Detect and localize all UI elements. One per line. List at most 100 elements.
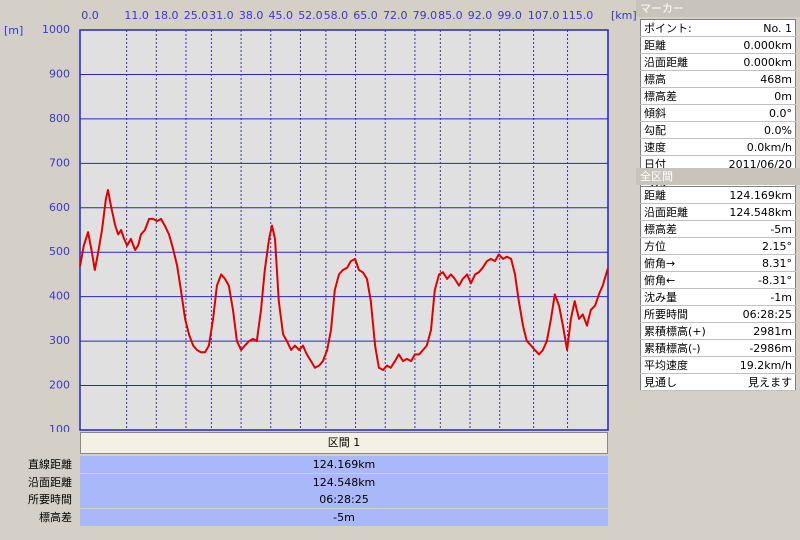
x-tick-label: 72.0 — [383, 9, 408, 22]
row-label: 累積標高(+) — [640, 322, 718, 340]
elevation-line — [79, 189, 609, 371]
x-tick-label: 45.0 — [269, 9, 294, 22]
elevation-chart: [m] [km] 100 200 300 400 500 600 700 800 900 1000… — [4, 9, 636, 432]
y-tick-label: 100 — [49, 423, 70, 432]
row-label: 累積標高(-) — [640, 339, 718, 357]
plot-area — [79, 29, 609, 431]
summary-label: 所要時間 — [28, 493, 72, 506]
x-tick-label: 11.0 — [124, 9, 149, 22]
row-value: 0.0° — [708, 104, 796, 122]
panel-row: 累積標高(-) -2986m — [640, 339, 796, 357]
x-tick-label: 58.0 — [324, 9, 349, 22]
x-tick-label: 92.0 — [468, 9, 493, 22]
row-value: 0m — [708, 87, 796, 105]
panel-row: 俯角→ 8.31° — [640, 254, 796, 272]
panel-row: 距離 124.169km — [640, 186, 796, 204]
row-label: 距離 — [640, 36, 709, 54]
panel-row: 所要時間 06:28:25 — [640, 305, 796, 323]
x-tick-label: 107.0 — [528, 9, 560, 22]
summary-value: 06:28:25 — [80, 491, 608, 508]
panel-row: 勾配 0.0% — [640, 121, 796, 139]
x-tick-label: 25.0 — [184, 9, 209, 22]
summary-row: 所要時間 06:28:25 — [0, 491, 636, 508]
panel-title: 全区間 — [636, 168, 800, 185]
summary-row: 沿面距離 124.548km — [0, 473, 636, 491]
panel-row: 距離 0.000km — [640, 36, 796, 54]
row-value: No. 1 — [708, 19, 796, 37]
row-value: 2981m — [717, 322, 796, 340]
y-tick-label: 400 — [49, 290, 70, 303]
y-tick-label: 900 — [49, 67, 70, 80]
y-tick-label: 200 — [49, 379, 70, 392]
summary-label: 直線距離 — [28, 458, 72, 471]
row-label: 沿面距離 — [640, 203, 718, 221]
panel-row: 沿面距離 124.548km — [640, 203, 796, 221]
row-value: -8.31° — [717, 271, 796, 289]
row-label: 沿面距離 — [640, 53, 709, 71]
row-label: 方位 — [640, 237, 718, 255]
x-tick-label: 79.0 — [413, 9, 438, 22]
summary-header: 区間 1 — [80, 432, 608, 454]
marker-table: ポイント: No. 1 距離 0.000km 沿面距離 0.000km 標高 468m 標高差 0… — [640, 19, 796, 190]
panel-row: 沈み量 -1m — [640, 288, 796, 306]
summary-label: 標高差 — [39, 510, 72, 524]
row-value: 2.15° — [717, 237, 796, 255]
row-label: 沈み量 — [640, 288, 718, 306]
row-label: 俯角← — [640, 271, 718, 289]
x-tick-label: 38.0 — [239, 9, 264, 22]
row-value: -2986m — [717, 339, 796, 357]
x-tick-label: 65.0 — [353, 9, 378, 22]
row-label: 傾斜 — [640, 104, 709, 122]
x-tick-label: 85.0 — [438, 9, 463, 22]
summary-row: 直線距離 124.169km — [0, 456, 636, 473]
row-value: 19.2km/h — [717, 356, 796, 374]
panel-row: 沿面距離 0.000km — [640, 53, 796, 71]
row-label: 標高 — [640, 70, 709, 88]
row-value: 0.0% — [708, 121, 796, 139]
row-label: 俯角→ — [640, 254, 718, 272]
row-label: ポイント: — [640, 19, 709, 37]
row-value: 0.000km — [708, 53, 796, 71]
summary-value: -5m — [80, 508, 608, 526]
panel-row: 傾斜 0.0° — [640, 104, 796, 122]
summary-label: 沿面距離 — [28, 475, 72, 489]
panel-row: 標高差 0m — [640, 87, 796, 105]
panel-row: 速度 0.0km/h — [640, 138, 796, 156]
panel-row: 標高 468m — [640, 70, 796, 88]
summary-row: 標高差 -5m — [0, 508, 636, 526]
row-label: 距離 — [640, 186, 718, 204]
row-value: -5m — [717, 220, 796, 238]
section-table: 距離 124.169km 沿面距離 124.548km 標高差 -5m 方位 2.15° 俯角→… — [640, 186, 796, 391]
y-tick-label: 500 — [49, 245, 70, 258]
row-value: 124.548km — [717, 203, 796, 221]
x-tick-label: 115.0 — [562, 9, 594, 22]
y-tick-label: 600 — [49, 201, 70, 214]
row-label: 標高差 — [640, 220, 718, 238]
x-tick-label: 0.0 — [81, 9, 99, 22]
panel-row: 見通し 見えます — [640, 373, 796, 391]
summary-value: 124.169km — [80, 456, 608, 473]
row-label: 勾配 — [640, 121, 709, 139]
panel-row: 平均速度 19.2km/h — [640, 356, 796, 374]
row-label: 見通し — [640, 373, 718, 391]
panel-row: 俯角← -8.31° — [640, 271, 796, 289]
y-unit: [m] — [4, 24, 23, 37]
x-tick-label: 99.0 — [497, 9, 522, 22]
row-value: -1m — [717, 288, 796, 306]
row-value: 0.000km — [708, 36, 796, 54]
row-value: 06:28:25 — [717, 305, 796, 323]
row-value: 見えます — [717, 373, 796, 391]
row-label: 標高差 — [640, 87, 709, 105]
panel-row: ポイント: No. 1 — [640, 19, 796, 37]
panel-title: マーカー — [636, 0, 800, 17]
row-label: 平均速度 — [640, 356, 718, 374]
y-tick-label: 300 — [49, 334, 70, 347]
x-tick-label: 31.0 — [209, 9, 234, 22]
x-unit: [km] — [611, 9, 636, 22]
row-value: 468m — [708, 70, 796, 88]
y-tick-label: 1000 — [42, 23, 70, 36]
panel-row: 累積標高(+) 2981m — [640, 322, 796, 340]
row-value: 0.0km/h — [708, 138, 796, 156]
summary-value: 124.548km — [80, 473, 608, 491]
